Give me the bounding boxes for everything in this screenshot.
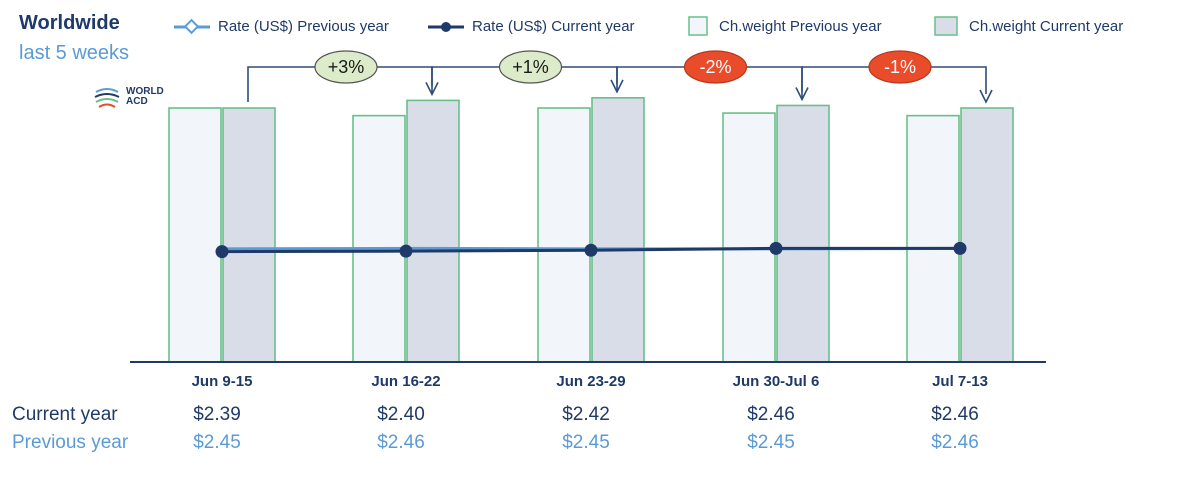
bar-weight-current bbox=[406, 99, 460, 363]
point-rate-current bbox=[399, 244, 413, 258]
rate-previous-value: $2.45 bbox=[747, 432, 795, 453]
globe-icon bbox=[94, 88, 120, 108]
bar-weight-previous bbox=[537, 107, 591, 363]
bar-weight-previous bbox=[168, 107, 222, 363]
bar-weight-previous bbox=[906, 114, 960, 363]
point-rate-current bbox=[584, 243, 598, 257]
rate-current-value: $2.40 bbox=[377, 404, 425, 425]
point-rate-current bbox=[953, 241, 967, 255]
legend-box-icon bbox=[688, 16, 708, 36]
legend-label: Rate (US$) Current year bbox=[472, 18, 635, 35]
change-badge bbox=[868, 50, 932, 84]
x-tick-label: Jun 23-29 bbox=[556, 373, 625, 390]
world-acd-logo: WORLD ACD bbox=[92, 84, 182, 114]
chart-title: Worldwide bbox=[19, 12, 120, 34]
change-badge bbox=[498, 50, 563, 84]
rate-current-value: $2.39 bbox=[193, 404, 241, 425]
legend-label: Ch.weight Previous year bbox=[719, 18, 882, 35]
current-year-label: Current year bbox=[12, 404, 118, 425]
logo-text: WORLD ACD bbox=[126, 86, 164, 107]
bar-weight-current bbox=[222, 107, 276, 363]
rate-previous-value: $2.46 bbox=[931, 432, 979, 453]
x-tick-label: Jun 30-Jul 6 bbox=[733, 373, 820, 390]
change-badge bbox=[683, 50, 748, 84]
bar-weight-current bbox=[960, 107, 1014, 363]
rate-current-value: $2.46 bbox=[747, 404, 795, 425]
bar-weight-current bbox=[776, 104, 830, 363]
legend-line-filled-icon bbox=[428, 22, 464, 32]
legend-label: Rate (US$) Previous year bbox=[218, 18, 389, 35]
legend-label: Ch.weight Current year bbox=[969, 18, 1124, 35]
rate-previous-value: $2.46 bbox=[377, 432, 425, 453]
chart-subtitle: last 5 weeks bbox=[19, 42, 130, 64]
previous-year-label: Previous year bbox=[12, 432, 129, 453]
point-rate-current bbox=[215, 245, 229, 259]
change-badge bbox=[314, 50, 378, 84]
legend-line-open-icon bbox=[174, 18, 210, 35]
x-tick-label: Jun 9-15 bbox=[192, 373, 253, 390]
rate-previous-value: $2.45 bbox=[562, 432, 610, 453]
rate-previous-value: $2.45 bbox=[193, 432, 241, 453]
bar-weight-previous bbox=[352, 114, 406, 363]
change-arrow-icon bbox=[979, 89, 993, 104]
point-rate-current bbox=[769, 241, 783, 255]
bar-weight-previous bbox=[722, 112, 776, 363]
change-badge-label: -2% bbox=[699, 57, 731, 77]
x-tick-label: Jul 7-13 bbox=[932, 373, 988, 390]
rate-current-value: $2.46 bbox=[931, 404, 979, 425]
change-badge-label: +3% bbox=[328, 57, 365, 77]
x-tick-label: Jun 16-22 bbox=[371, 373, 440, 390]
rate-current-value: $2.42 bbox=[562, 404, 610, 425]
bar-weight-current bbox=[591, 97, 645, 363]
legend-box-icon bbox=[934, 16, 958, 36]
change-badge-label: -1% bbox=[884, 57, 916, 77]
change-badge-label: +1% bbox=[512, 57, 549, 77]
